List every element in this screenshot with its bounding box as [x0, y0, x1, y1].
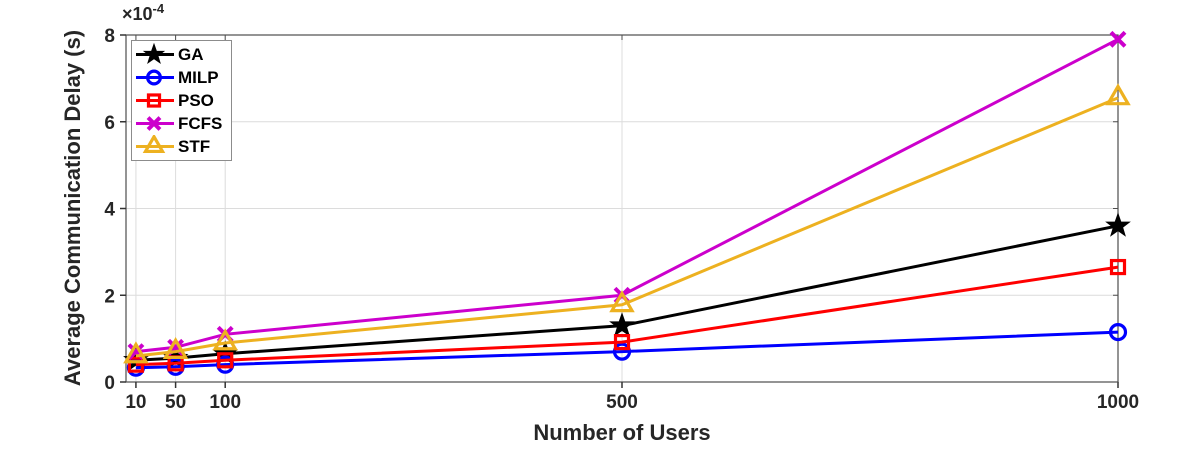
square-marker: [1109, 258, 1127, 276]
star-marker: [609, 312, 635, 337]
x-tick-label: 10: [125, 392, 146, 413]
triangle-marker: [609, 290, 635, 313]
legend-label: PSO: [178, 91, 214, 110]
y-tick-label: 2: [104, 286, 115, 307]
x-tick-label: 500: [606, 392, 638, 413]
triangle-marker: [142, 135, 166, 154]
triangle-marker: [123, 341, 149, 364]
legend-item-pso: PSO: [135, 89, 222, 112]
square-marker: [127, 356, 145, 373]
triangle-marker: [1105, 83, 1131, 106]
legend-item-stf: STF: [135, 135, 222, 158]
x-tick-label: 50: [165, 392, 186, 413]
y-tick-label: 6: [104, 113, 115, 134]
x-axis-label: Number of Users: [533, 420, 711, 445]
star-marker: [1105, 212, 1131, 237]
series-stf: [123, 83, 1131, 364]
circle-marker: [1108, 323, 1128, 342]
circle-marker: [612, 342, 632, 361]
x-tick-label: 1000: [1097, 392, 1139, 413]
legend-marker-sample: [136, 69, 174, 86]
series-line-milp: [135, 330, 1119, 370]
star-marker: [142, 43, 166, 64]
y-axis-offset-label: ×10-4: [122, 1, 164, 25]
series-pso: [127, 258, 1127, 373]
y-tick-label: 8: [104, 26, 115, 47]
legend-label: GA: [178, 45, 204, 64]
offset-base: ×10: [122, 4, 153, 24]
x-marker: [1109, 30, 1127, 48]
triangle-marker: [162, 336, 189, 360]
offset-exponent: -4: [152, 1, 165, 16]
legend-item-milp: MILP: [135, 66, 222, 89]
legend: GA MILP PSO FCFS STF: [131, 40, 233, 161]
legend-item-fcfs: FCFS: [135, 112, 222, 135]
legend-marker-sample: [136, 135, 174, 154]
square-marker: [146, 93, 162, 108]
series-line-stf: [135, 96, 1119, 358]
legend-marker-sample: [136, 93, 174, 108]
square-marker: [217, 352, 234, 369]
x-marker: [127, 343, 145, 361]
legend-label: MILP: [178, 68, 219, 87]
legend-item-ga: GA: [135, 43, 222, 66]
triangle-marker: [212, 328, 238, 351]
square-marker: [613, 333, 631, 351]
circle-marker: [146, 69, 162, 86]
legend-label: FCFS: [178, 114, 223, 133]
legend-marker-sample: [136, 43, 174, 64]
y-tick-label: 0: [104, 373, 115, 394]
legend-marker-sample: [136, 116, 174, 131]
y-tick-label: 4: [104, 200, 115, 221]
x-marker: [146, 116, 162, 131]
series-line-pso: [135, 265, 1119, 367]
x-tick-label: 100: [209, 392, 241, 413]
legend-label: STF: [178, 137, 211, 156]
